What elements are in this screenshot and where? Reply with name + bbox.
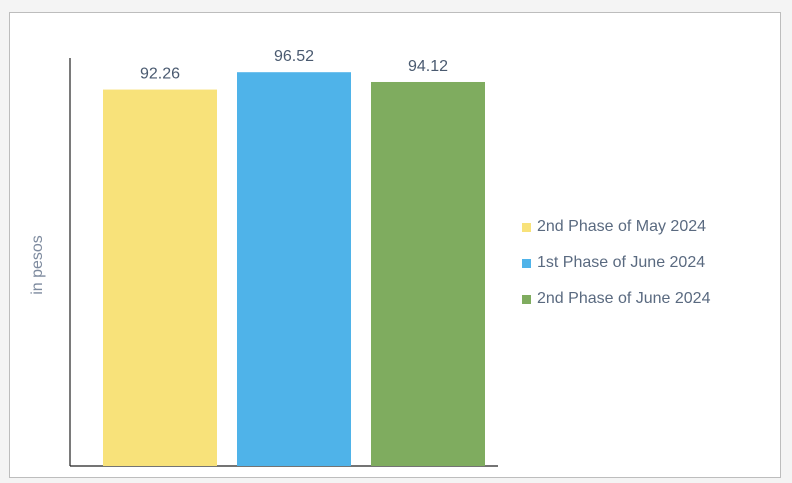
legend-label: 2nd Phase of June 2024 (537, 290, 711, 307)
bar-3 (371, 81, 485, 466)
legend-item-3: 2nd Phase of June 2024 (522, 281, 710, 317)
legend-label: 1st Phase of June 2024 (537, 254, 706, 271)
y-axis-label: in pesos (29, 235, 46, 295)
legend-swatch (522, 294, 531, 304)
legend-label: 2nd Phase of May 2024 (537, 218, 707, 235)
legend-swatch (522, 258, 531, 268)
data-label-2: 96.52 (274, 48, 314, 65)
legend: 2nd Phase of May 2024 1st Phase of June 2… (522, 209, 710, 317)
data-label-1: 92.26 (140, 66, 180, 83)
legend-item-1: 2nd Phase of May 2024 (522, 209, 710, 245)
legend-item-2: 1st Phase of June 2024 (522, 245, 710, 281)
bar-2 (237, 72, 351, 466)
legend-swatch (522, 222, 531, 232)
bar-chart: 92.26 96.52 94.12 (69, 48, 498, 467)
chart-frame: 92.26 96.52 94.12 in pesos 2nd Phase of Ma… (9, 12, 781, 478)
data-label-3: 94.12 (408, 58, 448, 75)
bar-1 (103, 89, 217, 467)
